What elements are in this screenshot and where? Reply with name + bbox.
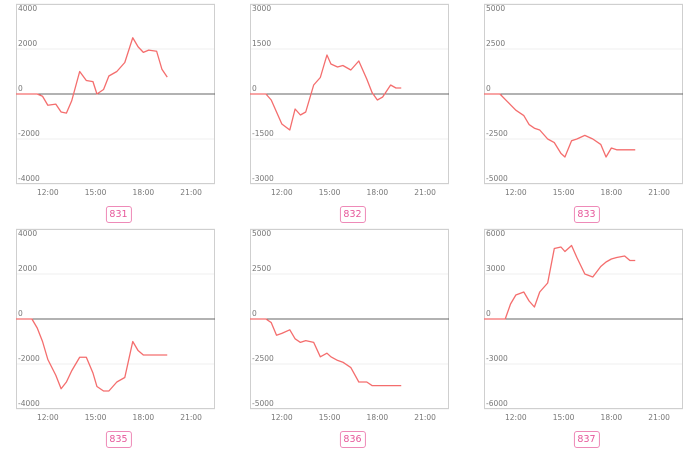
y-tick-label: 4000 <box>18 229 37 238</box>
chart-panel-832: 3000 1500 0 -1500 -3000 12:00 15:00 18:00 21:00 8… <box>250 4 449 224</box>
x-tick-label: 18:00 <box>367 188 389 197</box>
y-tick-label: 0 <box>18 84 23 93</box>
x-tick-label: 15:00 <box>553 188 575 197</box>
chart-panel-831: 4000 2000 0 -2000 -4000 12:00 15:00 18:00 21:00 8… <box>16 4 215 224</box>
y-tick-label: 5000 <box>486 4 505 13</box>
series-line-837 <box>484 246 635 320</box>
y-tick-label: -3000 <box>486 354 508 363</box>
y-tick-label: -2500 <box>486 129 508 138</box>
x-tick-label: 15:00 <box>319 188 341 197</box>
x-tick-label: 15:00 <box>85 413 107 422</box>
y-tick-label: -4000 <box>18 174 40 183</box>
y-tick-label: -4000 <box>18 399 40 408</box>
x-tick-label: 12:00 <box>505 413 527 422</box>
code-badge-833[interactable]: 833 <box>573 206 599 223</box>
x-tick-label: 21:00 <box>648 188 670 197</box>
x-tick-label: 18:00 <box>601 413 623 422</box>
y-tick-label: -3000 <box>252 174 274 183</box>
x-tick-label: 15:00 <box>85 188 107 197</box>
y-tick-label: 0 <box>486 84 491 93</box>
x-tick-label: 12:00 <box>37 413 59 422</box>
chart-svg: 4000 2000 0 -2000 -4000 12:00 15:00 18:00 21:00 <box>16 229 235 429</box>
x-tick-label: 15:00 <box>553 413 575 422</box>
chart-panel-836: 5000 2500 0 -2500 -5000 12:00 15:00 18:00 21:00 8… <box>250 229 449 449</box>
x-tick-label: 12:00 <box>37 188 59 197</box>
y-tick-label: -1500 <box>252 129 274 138</box>
chart-svg: 3000 1500 0 -1500 -3000 12:00 15:00 18:00 21:00 <box>250 4 469 204</box>
x-tick-label: 18:00 <box>601 188 623 197</box>
code-badge-837[interactable]: 837 <box>573 431 599 448</box>
x-tick-label: 18:00 <box>133 413 155 422</box>
series-line-833 <box>484 94 635 157</box>
y-tick-label: -5000 <box>252 399 274 408</box>
chart-svg: 4000 2000 0 -2000 -4000 12:00 15:00 18:00 21:00 <box>16 4 235 204</box>
y-tick-label: 0 <box>486 309 491 318</box>
code-badge-835[interactable]: 835 <box>105 431 131 448</box>
y-tick-label: -2000 <box>18 354 40 363</box>
code-badge-836[interactable]: 836 <box>339 431 365 448</box>
code-badge-831[interactable]: 831 <box>105 206 131 223</box>
x-tick-label: 21:00 <box>414 188 436 197</box>
x-tick-label: 15:00 <box>319 413 341 422</box>
series-line-832 <box>250 55 401 130</box>
y-tick-label: 2500 <box>252 264 271 273</box>
chart-panel-833: 5000 2500 0 -2500 -5000 12:00 15:00 18:00 21:00 8… <box>484 4 683 224</box>
y-tick-label: 0 <box>252 309 257 318</box>
series-line-836 <box>250 319 401 386</box>
chart-panel-837: 6000 3000 0 -3000 -6000 12:00 15:00 18:00 21:00 8… <box>484 229 683 449</box>
y-tick-label: 2500 <box>486 39 505 48</box>
y-tick-label: 3000 <box>486 264 505 273</box>
x-tick-label: 21:00 <box>648 413 670 422</box>
code-badge-832[interactable]: 832 <box>339 206 365 223</box>
chart-panel-835: 4000 2000 0 -2000 -4000 12:00 15:00 18:00 21:00 8… <box>16 229 215 449</box>
x-tick-label: 18:00 <box>133 188 155 197</box>
y-tick-label: 5000 <box>252 229 271 238</box>
chart-svg: 6000 3000 0 -3000 -6000 12:00 15:00 18:00 21:00 <box>484 229 700 429</box>
x-tick-label: 21:00 <box>414 413 436 422</box>
y-tick-label: -2000 <box>18 129 40 138</box>
y-tick-label: -2500 <box>252 354 274 363</box>
y-tick-label: 2000 <box>18 39 37 48</box>
y-tick-label: 6000 <box>486 229 505 238</box>
x-tick-label: 12:00 <box>271 188 293 197</box>
y-tick-label: -6000 <box>486 399 508 408</box>
y-tick-label: 3000 <box>252 4 271 13</box>
y-tick-label: 2000 <box>18 264 37 273</box>
y-tick-label: 0 <box>252 84 257 93</box>
y-tick-label: -5000 <box>486 174 508 183</box>
y-tick-label: 0 <box>18 309 23 318</box>
y-tick-label: 1500 <box>252 39 271 48</box>
x-tick-label: 12:00 <box>505 188 527 197</box>
chart-svg: 5000 2500 0 -2500 -5000 12:00 15:00 18:00 21:00 <box>250 229 469 429</box>
x-tick-label: 12:00 <box>271 413 293 422</box>
x-tick-label: 21:00 <box>180 413 202 422</box>
x-tick-label: 18:00 <box>367 413 389 422</box>
chart-svg: 5000 2500 0 -2500 -5000 12:00 15:00 18:00 21:00 <box>484 4 700 204</box>
x-tick-label: 21:00 <box>180 188 202 197</box>
y-tick-label: 4000 <box>18 4 37 13</box>
